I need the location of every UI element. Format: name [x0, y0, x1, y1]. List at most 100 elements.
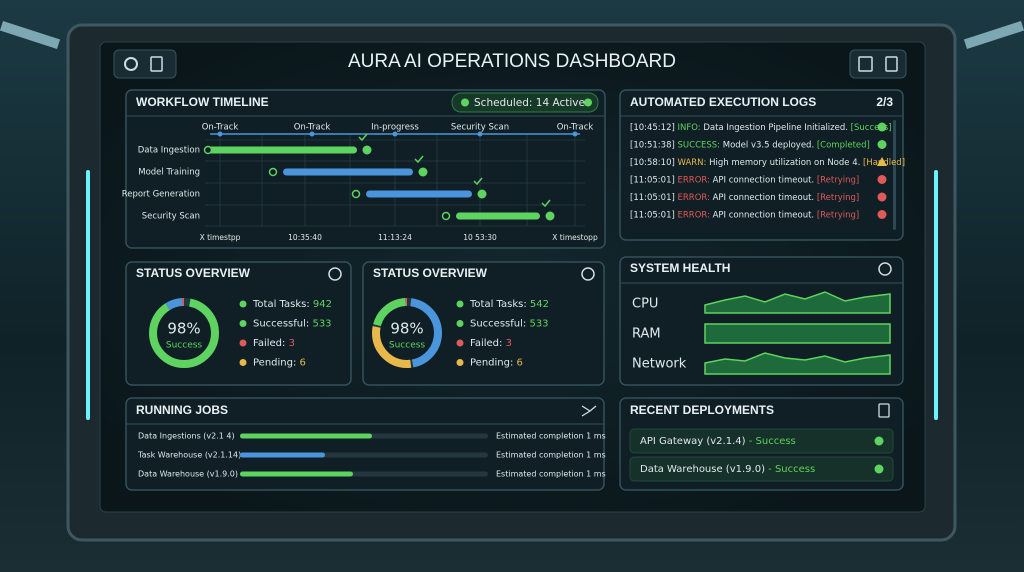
log-entry: [11:05:01] ERROR: API connection timeout… [630, 175, 859, 185]
panel-icon[interactable] [581, 267, 595, 281]
header-toolbar[interactable] [113, 49, 177, 79]
status-item: Pending: 6 [470, 358, 523, 369]
job-name: Data Warehouse (v1.9.0) [138, 470, 238, 479]
deployment-row[interactable] [629, 456, 894, 482]
progress-fill [240, 452, 325, 458]
database-icon[interactable] [150, 56, 163, 72]
settings-icon[interactable] [124, 57, 138, 71]
panel-icon[interactable] [581, 405, 597, 417]
time-label: 10 53:30 [463, 233, 497, 242]
server-icon[interactable] [858, 56, 873, 72]
time-label: 11:13:24 [378, 233, 412, 242]
panel-title: RECENT DEPLOYMENTS [630, 403, 774, 417]
task-bar [208, 146, 357, 154]
milestone-label: Security Scan [451, 123, 509, 133]
panel-icon[interactable] [878, 403, 890, 418]
log-level: ERROR: [678, 175, 710, 185]
log-level: ERROR: [678, 193, 710, 203]
task-bar [366, 190, 472, 198]
task-start [351, 189, 361, 199]
metric-sparkline [704, 291, 891, 314]
legend-dot [456, 359, 464, 366]
log-time: [11:05:01] [630, 175, 675, 185]
log-time: [10:58:10] [630, 158, 675, 168]
log-message: High memory utilization on Node 4. [709, 158, 860, 168]
task-check [473, 177, 483, 186]
deployment-row[interactable] [629, 428, 894, 454]
page-indicator: 2/3 [876, 95, 893, 109]
status-label: Total Tasks: [469, 299, 527, 310]
donut-segment [372, 298, 442, 368]
time-label: X timestopp [552, 233, 598, 242]
status-icon [877, 157, 887, 166]
status-item: Total Tasks: 942 [252, 299, 332, 310]
log-entry: [11:05:01] ERROR: API connection timeout… [630, 210, 859, 220]
log-entry: [11:05:01] ERROR: API connection timeout… [630, 193, 859, 203]
log-level: SUCCESS: [678, 140, 721, 150]
job-eta: Estimated completion 1 ms [496, 470, 606, 479]
panel-title: AUTOMATED EXECUTION LOGS [630, 95, 816, 109]
panel-icon[interactable] [878, 262, 892, 276]
log-status: [Retrying] [817, 175, 859, 185]
status-label: Successful: [470, 319, 526, 330]
donut-percent: 98% [390, 320, 423, 338]
status-value: 6 [517, 358, 523, 369]
panel [125, 397, 605, 491]
status-label: Failed: [470, 338, 502, 349]
milestone-dot [309, 131, 315, 137]
log-status: [Retrying] [817, 193, 859, 203]
task-check [541, 199, 551, 208]
panel [125, 261, 352, 386]
time-label: 10:35:40 [288, 233, 322, 242]
ceiling-light [0, 20, 61, 50]
milestone-label: On-Track [294, 123, 331, 133]
document-icon[interactable] [885, 56, 898, 72]
status-value: 6 [300, 358, 306, 369]
task-start [268, 167, 278, 177]
status-item: Total Tasks: 542 [469, 299, 549, 310]
log-level: WARN: [678, 158, 707, 168]
status-icon [877, 192, 887, 202]
status-icon [877, 140, 887, 149]
milestone-label: In-progress [371, 123, 419, 133]
donut-caption: Success [389, 341, 426, 351]
status-value: 533 [529, 319, 548, 330]
legend-dot [456, 339, 464, 347]
log-time: [11:05:01] [630, 193, 675, 203]
legend-dot [239, 359, 247, 366]
panel-title: STATUS OVERVIEW [136, 266, 251, 280]
status-icon [545, 211, 555, 221]
metric-label: Network [632, 357, 687, 372]
deployment-text: Data Warehouse (v1.9.0) - Success [640, 464, 815, 475]
time-label: X timestpp [200, 233, 241, 242]
milestone-label: On-Track [557, 123, 594, 133]
legend-dot [456, 300, 464, 308]
scrollbar[interactable] [893, 120, 896, 230]
legend-dot [239, 320, 247, 327]
deployment-name: Data Warehouse (v1.9.0) [640, 464, 765, 475]
log-level: ERROR: [678, 210, 710, 220]
panel-title: RUNNING JOBS [136, 403, 228, 417]
status-item: Failed: 3 [470, 338, 512, 349]
progress-fill [240, 433, 372, 439]
panel-icon[interactable] [328, 267, 342, 281]
log-status: [Success] [851, 123, 892, 133]
task-check [414, 155, 424, 164]
donut-segment [149, 298, 219, 368]
status-label: Pending: [253, 358, 296, 369]
log-message: Data Ingestion Pipeline Initialized. [703, 123, 848, 133]
metric-sparkline [704, 323, 891, 344]
log-message: Model v3.5 deployed. [723, 140, 814, 150]
badge-dot [584, 98, 592, 107]
metric-label: RAM [632, 327, 661, 342]
status-icon [362, 145, 372, 155]
log-status: [Completed] [817, 140, 870, 150]
panel [619, 256, 904, 386]
panel [362, 261, 605, 386]
log-level: INFO: [678, 123, 701, 133]
deployment-text: API Gateway (v2.1.4) - Success [640, 436, 796, 447]
status-icon [877, 175, 887, 184]
deployment-status: - Success [749, 436, 796, 447]
